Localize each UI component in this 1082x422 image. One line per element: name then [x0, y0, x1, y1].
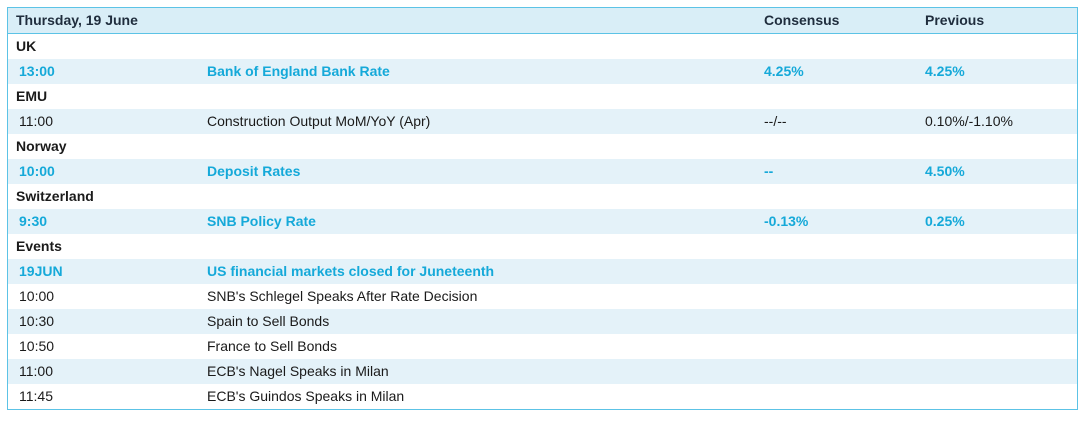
event-time: 9:30	[19, 213, 48, 229]
event-name: SNB's Schlegel Speaks After Rate Decisio…	[207, 288, 478, 304]
event-time: 10:50	[19, 338, 55, 354]
event-name: US financial markets closed for Juneteen…	[207, 263, 495, 279]
event-time: 11:00	[19, 113, 53, 129]
table-row: 13:00 Bank of England Bank Rate 4.25% 4.…	[8, 59, 1077, 84]
table-row: 11:45 ECB's Guindos Speaks in Milan	[8, 384, 1077, 409]
table-row: 19JUN US financial markets closed for Ju…	[8, 259, 1077, 284]
event-previous: 4.50%	[925, 163, 965, 179]
event-name: ECB's Guindos Speaks in Milan	[207, 388, 405, 404]
event-name: Spain to Sell Bonds	[207, 313, 330, 329]
region-label: Switzerland	[16, 188, 94, 204]
region-label: Events	[16, 238, 62, 254]
event-time: 10:30	[19, 313, 55, 329]
region-label: Norway	[16, 138, 67, 154]
event-name: Deposit Rates	[207, 163, 301, 179]
event-previous: 0.10%/-1.10%	[925, 113, 1013, 129]
event-previous: 0.25%	[925, 213, 965, 229]
economic-calendar-table: Thursday, 19 June Consensus Previous UK …	[7, 7, 1078, 410]
event-name: Construction Output MoM/YoY (Apr)	[207, 113, 431, 129]
region-label: UK	[16, 38, 37, 54]
table-row: 10:50 France to Sell Bonds	[8, 334, 1077, 359]
region-row-switzerland: Switzerland	[8, 184, 1077, 209]
region-row-events: Events	[8, 234, 1077, 259]
event-time: 10:00	[19, 288, 55, 304]
event-consensus: -0.13%	[764, 213, 809, 229]
event-time: 11:45	[19, 388, 53, 404]
table-header-row: Thursday, 19 June Consensus Previous	[8, 8, 1077, 34]
event-name: SNB Policy Rate	[207, 213, 316, 229]
table-row: 10:00 SNB's Schlegel Speaks After Rate D…	[8, 284, 1077, 309]
event-consensus: --/--	[764, 113, 787, 129]
table-row: 11:00 Construction Output MoM/YoY (Apr) …	[8, 109, 1077, 134]
calendar-date: Thursday, 19 June	[16, 12, 138, 28]
event-time: 19JUN	[19, 263, 63, 279]
event-time: 11:00	[19, 363, 53, 379]
event-consensus: 4.25%	[764, 63, 804, 79]
event-previous: 4.25%	[925, 63, 965, 79]
region-row-norway: Norway	[8, 134, 1077, 159]
table-row: 9:30 SNB Policy Rate -0.13% 0.25%	[8, 209, 1077, 234]
event-name: ECB's Nagel Speaks in Milan	[207, 363, 389, 379]
table-row: 10:30 Spain to Sell Bonds	[8, 309, 1077, 334]
region-label: EMU	[16, 88, 48, 104]
event-consensus: --	[764, 163, 774, 179]
previous-column-header: Previous	[925, 12, 985, 28]
event-name: Bank of England Bank Rate	[207, 63, 390, 79]
region-row-uk: UK	[8, 34, 1077, 59]
event-name: France to Sell Bonds	[207, 338, 337, 354]
table-row: 10:00 Deposit Rates -- 4.50%	[8, 159, 1077, 184]
table-row: 11:00 ECB's Nagel Speaks in Milan	[8, 359, 1077, 384]
event-time: 10:00	[19, 163, 55, 179]
consensus-column-header: Consensus	[764, 12, 840, 28]
event-time: 13:00	[19, 63, 55, 79]
region-row-emu: EMU	[8, 84, 1077, 109]
